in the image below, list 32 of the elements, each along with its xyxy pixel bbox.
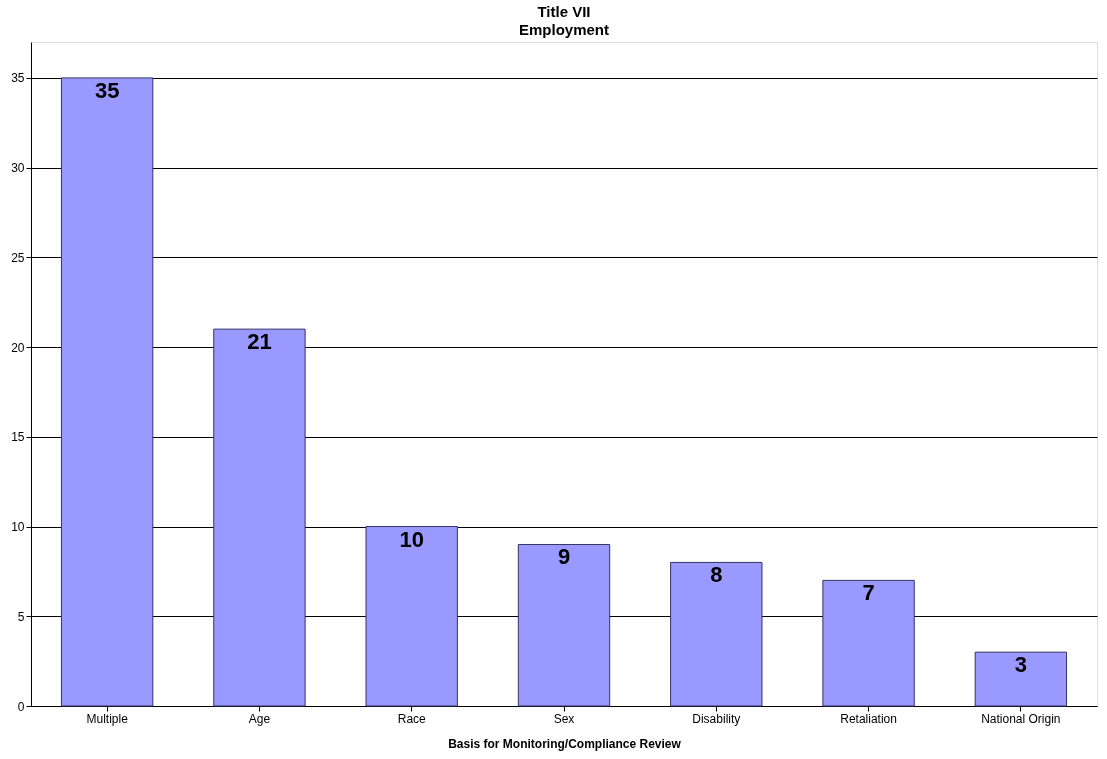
- bar: [974, 651, 1068, 707]
- y-tick-label: 25: [11, 250, 25, 265]
- y-tick-label: 30: [11, 161, 25, 176]
- data-label: 21: [247, 329, 272, 355]
- y-tick-label: 15: [11, 430, 25, 445]
- y-tick-label: 20: [11, 340, 25, 355]
- x-tick-label: Disability: [692, 711, 741, 726]
- bar: [60, 77, 154, 707]
- bar: [517, 543, 611, 707]
- x-tick-label: Race: [397, 711, 427, 726]
- data-label: 35: [94, 77, 120, 103]
- x-tick-label: Age: [248, 711, 271, 726]
- chart-title: Title VII: [537, 3, 591, 20]
- y-tick-label: 5: [17, 609, 25, 624]
- x-tick-label: Retaliation: [840, 711, 897, 726]
- data-label: 8: [710, 562, 723, 588]
- y-tick-label: 0: [17, 699, 25, 714]
- bar: [213, 328, 306, 707]
- y-tick-label: 10: [11, 520, 25, 535]
- data-label: 9: [557, 544, 571, 570]
- bar: [670, 561, 763, 707]
- x-tick-label: National Origin: [981, 711, 1061, 726]
- y-tick-label: 35: [11, 71, 25, 86]
- x-tick-label: Multiple: [86, 711, 129, 726]
- x-axis-title: Basis for Monitoring/Compliance Review: [448, 736, 682, 751]
- bar: [365, 526, 458, 707]
- bar: [822, 579, 915, 707]
- x-tick-label: Sex: [553, 711, 575, 726]
- data-label: 10: [399, 526, 424, 552]
- data-label: 3: [1014, 652, 1027, 678]
- chart-subtitle: Employment: [518, 21, 610, 38]
- data-label: 7: [862, 580, 875, 606]
